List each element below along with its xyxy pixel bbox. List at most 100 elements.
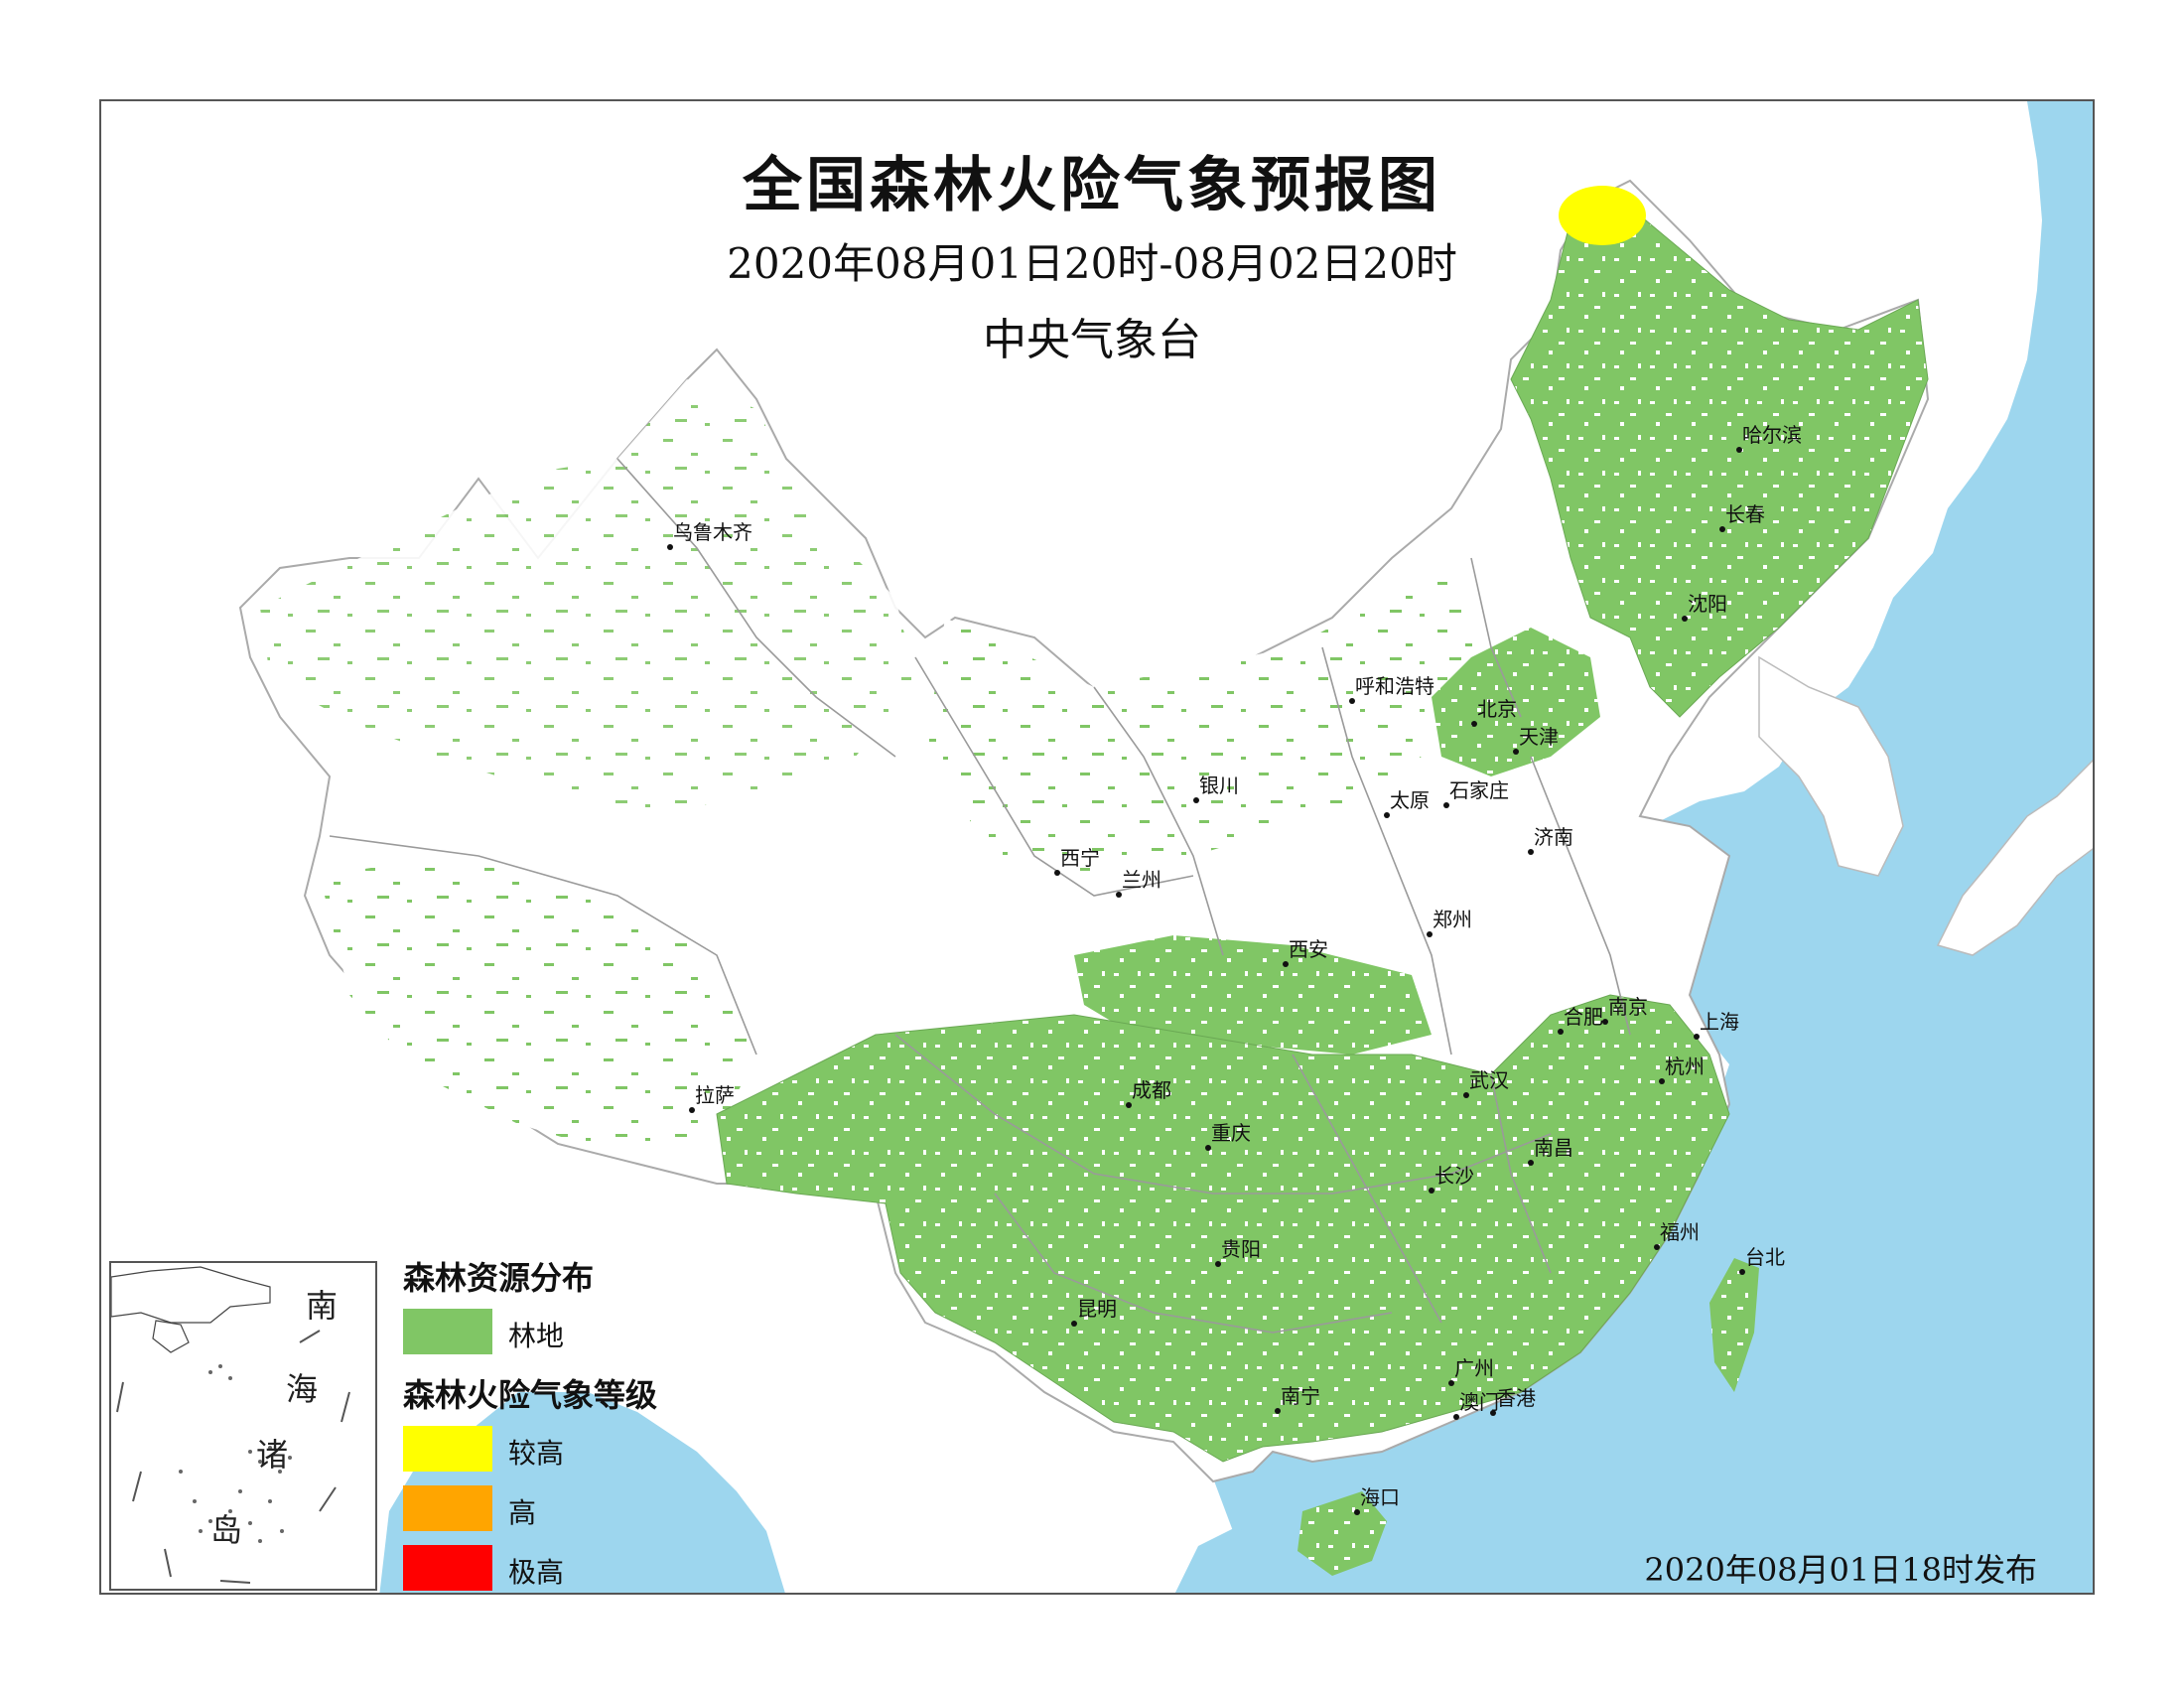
city-dot [1429,1188,1434,1194]
city-label: 福州 [1654,1216,1700,1250]
city-dot [1659,1078,1665,1084]
city-label: 杭州 [1659,1051,1705,1084]
city-label: 拉萨 [689,1079,735,1113]
city-dot [1682,616,1688,622]
inset-label-char: 南 [306,1287,339,1325]
north-sparse-forest [925,568,1491,876]
city-label: 长沙 [1429,1160,1474,1194]
legend-label-level: 较高 [508,1437,565,1470]
city-dot [1054,870,1060,876]
city-dot [1193,797,1199,803]
city-label: 石家庄 [1443,774,1509,808]
city-label: 银川 [1193,770,1239,803]
city-dot [1384,812,1390,818]
legend-swatch-forest [403,1309,492,1354]
city-dot [1116,892,1122,898]
city-label: 郑州 [1427,904,1472,937]
city-dot [1654,1244,1660,1250]
city-dot [1427,931,1433,937]
legend-label-forest: 林地 [508,1320,565,1352]
legend-swatch-level [403,1426,492,1472]
qinling-forest [1074,935,1432,1055]
map-frame [99,99,2095,1595]
japan-land [1936,759,2093,956]
tibet-sparse-forest [320,856,756,1154]
legend-swatch-level [403,1485,492,1531]
city-label: 南宁 [1275,1380,1320,1414]
legend-forest-heading: 森林资源分布 [403,1259,595,1297]
city-dot [1736,447,1742,453]
city-label: 上海 [1694,1006,1739,1040]
city-dot [1528,849,1534,855]
city-label: 成都 [1126,1074,1171,1108]
city-label: 长春 [1719,498,1765,532]
city-dot [1205,1145,1211,1151]
city-dot [689,1107,695,1113]
city-label: 南昌 [1528,1132,1573,1166]
map-legend: 森林资源分布 林地 森林火险气象等级 较高 高 极高 [397,1253,754,1591]
western-sparse-forest [260,379,915,816]
forecast-period: 2020年08月01日20时-08月02日20时 [727,239,1457,288]
city-dot [1602,1019,1608,1025]
city-dot [1471,721,1477,727]
city-label: 济南 [1528,821,1573,855]
city-label: 合肥 [1558,1001,1603,1035]
south-china-sea-inset: 南 海 诸 岛 [109,1261,377,1591]
city-dot [1739,1269,1745,1275]
city-label: 海口 [1354,1481,1400,1515]
city-label: 哈尔滨 [1736,419,1802,453]
city-label: 西宁 [1054,842,1100,876]
city-label: 天津 [1513,721,1559,755]
city-dot [1283,961,1289,967]
city-label: 台北 [1739,1241,1785,1275]
city-label: 北京 [1471,693,1517,727]
legend-swatch-level [403,1545,492,1591]
city-dot [1719,526,1725,532]
city-dot [1463,1092,1469,1098]
city-dot [1513,749,1519,755]
city-dot [1453,1414,1459,1420]
city-dot [1071,1321,1077,1327]
city-dot [1126,1102,1132,1108]
city-label: 呼和浩特 [1349,670,1434,704]
south-forest [716,994,1730,1463]
city-label: 广州 [1448,1352,1494,1386]
city-dot [1528,1160,1534,1166]
city-dot [1354,1509,1360,1515]
inset-map [111,1266,350,1584]
city-dot [1443,802,1449,808]
inset-label-char: 海 [286,1370,319,1408]
city-dot [1558,1029,1564,1035]
city-label: 贵阳 [1215,1233,1261,1267]
province-boundaries [329,458,1631,1334]
hainan-forest [1297,1491,1387,1576]
page-title: 全国森林火险气象预报图 [743,151,1441,220]
legend-risk-heading: 森林火险气象等级 [403,1376,658,1414]
inset-label-char: 诸 [256,1436,289,1474]
city-dot [1275,1408,1281,1414]
city-dot [1490,1410,1496,1416]
city-dot [667,544,673,550]
agency-name: 中央气象台 [983,315,1201,365]
city-label: 乌鲁木齐 [667,516,752,550]
taiwan-forest [1709,1258,1759,1392]
northeast-forest [1510,190,1929,718]
city-label: 兰州 [1116,864,1161,898]
legend-label-level: 高 [508,1496,537,1529]
city-dot [1349,698,1355,704]
china-map [238,101,2093,1593]
issue-time: 2020年08月01日18时发布 [1644,1551,2037,1589]
city-label: 太原 [1384,784,1430,818]
city-label: 昆明 [1071,1293,1117,1327]
city-label: 南京 [1602,991,1648,1025]
risk-area-high-moderate [1559,186,1646,245]
legend-label-level: 极高 [508,1556,565,1589]
city-label: 沈阳 [1682,588,1727,622]
city-label: 西安 [1283,933,1328,967]
city-dot [1694,1034,1700,1040]
city-dot [1215,1261,1221,1267]
city-label: 重庆 [1205,1117,1251,1151]
city-dot [1448,1380,1454,1386]
korea-land [1758,655,1904,877]
city-label: 香港 [1490,1382,1536,1416]
